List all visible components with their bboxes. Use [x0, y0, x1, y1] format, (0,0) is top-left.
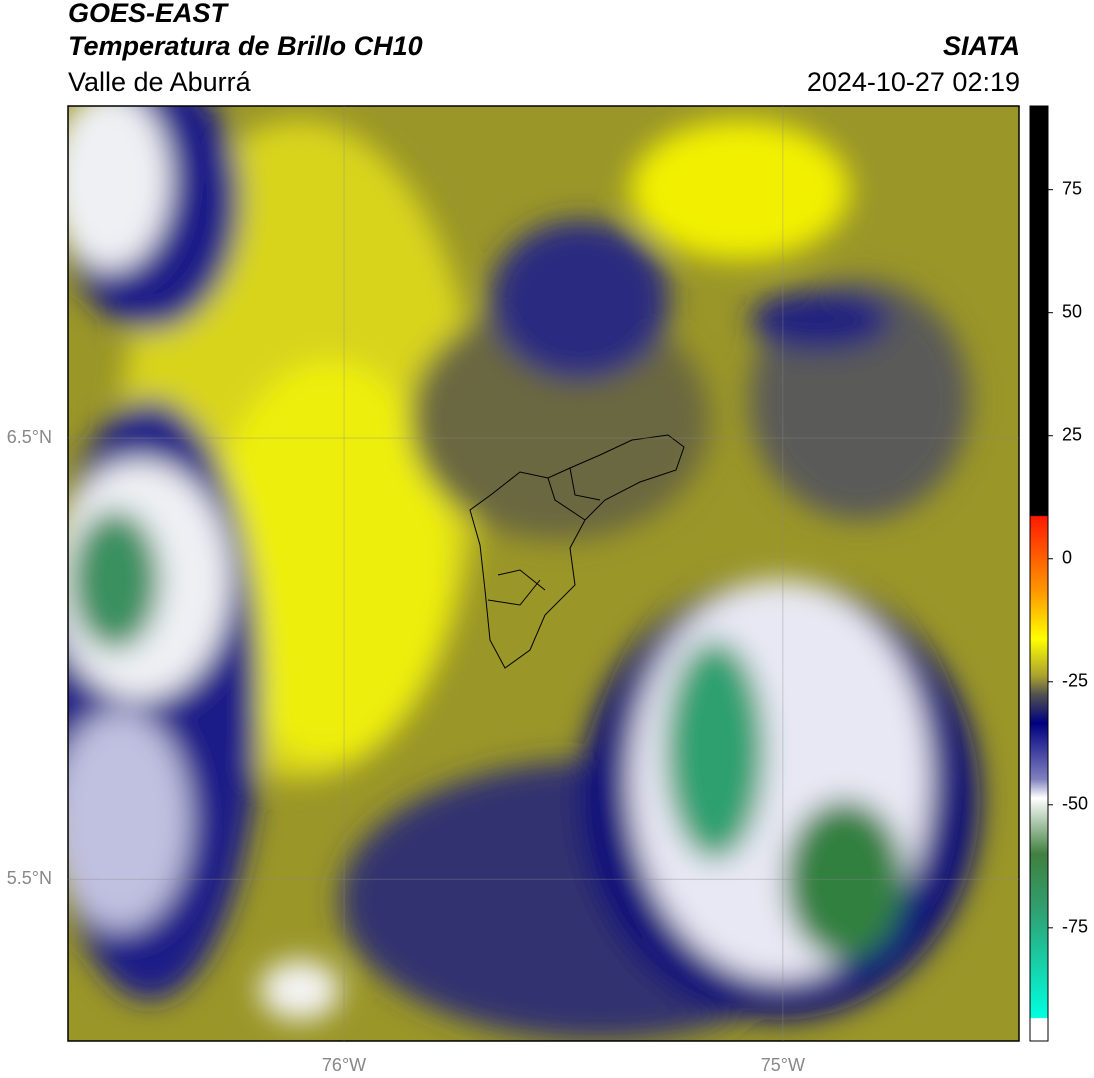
agency: SIATA: [943, 31, 1020, 61]
lat-tick-label: 6.5°N: [7, 427, 52, 447]
lat-tick-label: 5.5°N: [7, 868, 52, 888]
colorbar: [1029, 105, 1049, 1042]
colorbar-tick-label: 75: [1062, 178, 1082, 198]
colorbar-tick-label: 50: [1062, 301, 1082, 321]
colorbar-tick-label: 0: [1062, 547, 1072, 567]
title: GOES-EAST: [68, 0, 228, 28]
map-frame: [67, 105, 1020, 1042]
subtitle: Temperatura de Brillo CH10: [68, 31, 423, 61]
valley-boundary: [469, 434, 685, 669]
colorbar-tick-label: -50: [1062, 794, 1088, 814]
datetime: 2024-10-27 02:19: [806, 67, 1020, 97]
colorbar-tick-label: 25: [1062, 424, 1082, 444]
brightness-field: [68, 106, 1019, 1041]
colorbar-tick-label: -25: [1062, 671, 1088, 691]
region: Valle de Aburrá: [68, 67, 251, 97]
lon-tick-label: 75°W: [761, 1055, 805, 1075]
colorbar-tick-label: -75: [1062, 917, 1088, 937]
lon-tick-label: 76°W: [322, 1055, 366, 1075]
